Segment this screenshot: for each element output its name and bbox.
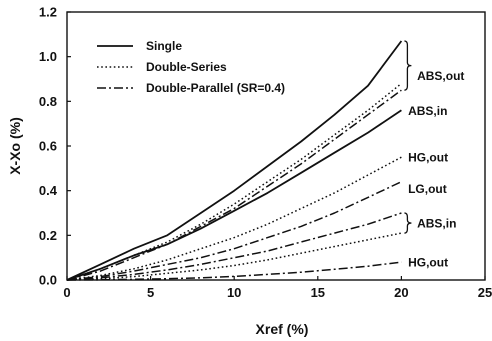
y-axis-label: X-Xo (%): [7, 117, 23, 175]
x-tick-label: 10: [227, 285, 241, 300]
x-axis-label: Xref (%): [256, 321, 309, 337]
annotation-abs-in-bottom: ABS,in: [417, 217, 456, 231]
x-tick-label: 15: [311, 285, 325, 300]
series-line-2: [66, 109, 402, 281]
legend-label-double-series: Double-Series: [146, 60, 227, 74]
series-line-7: [66, 212, 402, 281]
y-tick-label: 0.6: [39, 139, 57, 154]
y-tick-label: 0.8: [39, 94, 57, 109]
axis-ticks: 0 5 10 15 20 25 0.0 0.2 0.4 0.6 0.8 1.0 1.2: [39, 5, 492, 301]
legend-label-single: Single: [146, 39, 182, 53]
annotation-abs-out-top: ABS,out: [417, 69, 464, 83]
legend: Single Double-Series Double-Parallel (SR…: [97, 39, 285, 95]
annotation-brackets: [404, 40, 412, 234]
annotation-hg-out-bottom: HG,out: [408, 256, 448, 270]
legend-label-double-parallel: Double-Parallel (SR=0.4): [146, 81, 285, 95]
y-tick-label: 0.0: [39, 273, 57, 288]
y-tick-label: 0.4: [39, 183, 58, 198]
annotation-lg-out: LG,out: [408, 182, 447, 196]
x-tick-label: 0: [63, 285, 70, 300]
x-tick-label: 5: [147, 285, 154, 300]
curve-annotations: ABS,out ABS,in HG,out LG,out ABS,in HG,o…: [408, 69, 464, 269]
series-line-4: [66, 89, 402, 281]
y-tick-label: 1.0: [39, 49, 57, 64]
annotation-hg-out-top: HG,out: [408, 151, 448, 165]
plot-frame: [66, 11, 486, 281]
plot-lines: [66, 40, 403, 281]
x-tick-label: 25: [478, 285, 492, 300]
series-line-6: [66, 181, 402, 281]
curly-bracket: [404, 40, 412, 91]
y-tick-label: 0.2: [39, 228, 57, 243]
series-line-3: [66, 82, 402, 281]
series-line-5: [66, 156, 402, 281]
curly-bracket: [404, 212, 412, 234]
series-line-8: [66, 232, 402, 281]
x-tick-label: 20: [394, 285, 408, 300]
series-line-1: [66, 40, 403, 281]
annotation-abs-in-top: ABS,in: [408, 104, 447, 118]
y-tick-label: 1.2: [39, 5, 57, 20]
